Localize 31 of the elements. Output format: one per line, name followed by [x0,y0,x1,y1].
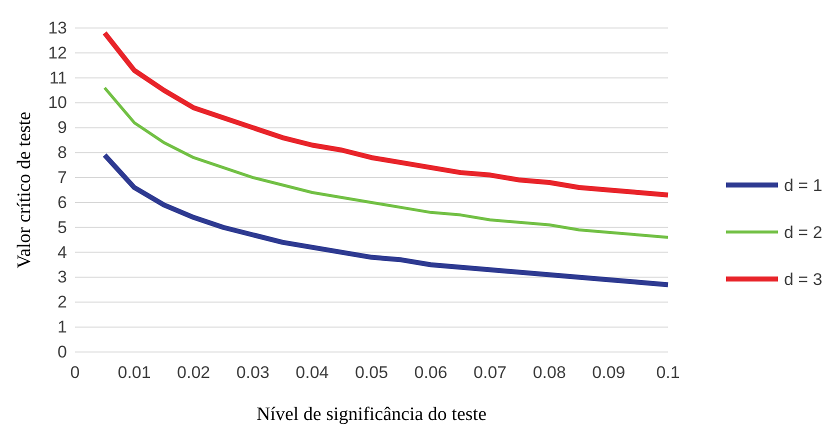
legend-label: d = 1 [784,176,822,195]
line-series [103,86,670,239]
x-tick-label: 0.1 [656,363,680,382]
y-tick-label: 2 [58,292,67,312]
y-tick-label: 0 [58,342,67,362]
x-tick-label: 0.04 [296,363,329,382]
legend-label: d = 3 [784,270,822,289]
y-tick-label: 10 [48,93,67,112]
y-tick-label: 1 [58,318,67,337]
y-tick-label: 4 [58,242,67,262]
y-tick-label: 9 [58,118,67,138]
x-tick-label: 0.08 [532,363,566,382]
x-tick-label: 0.05 [354,363,388,382]
legend-label: d = 2 [784,223,822,242]
x-axis-title: Nível de significância do teste [256,404,487,425]
y-tick-label: 13 [48,18,67,38]
y-tick-label: 3 [58,268,67,287]
y-tick-label: 5 [58,218,67,237]
y-tick-label: 11 [49,68,67,88]
y-tick-label: 12 [48,43,67,62]
x-tick-label: 0 [70,363,80,382]
y-tick-label: 6 [58,192,67,212]
x-tick-label: 0.07 [474,363,507,382]
y-axis-title: Valor crítico de teste [14,112,35,268]
x-tick-label: 0.06 [414,363,448,382]
x-tick-label: 0.02 [177,363,210,382]
x-tick-label: 0.09 [592,363,626,382]
x-tick-label: 0.01 [118,363,151,382]
x-tick-label: 0.03 [236,363,270,382]
y-tick-label: 7 [58,168,67,187]
y-tick-label: 8 [58,143,67,162]
